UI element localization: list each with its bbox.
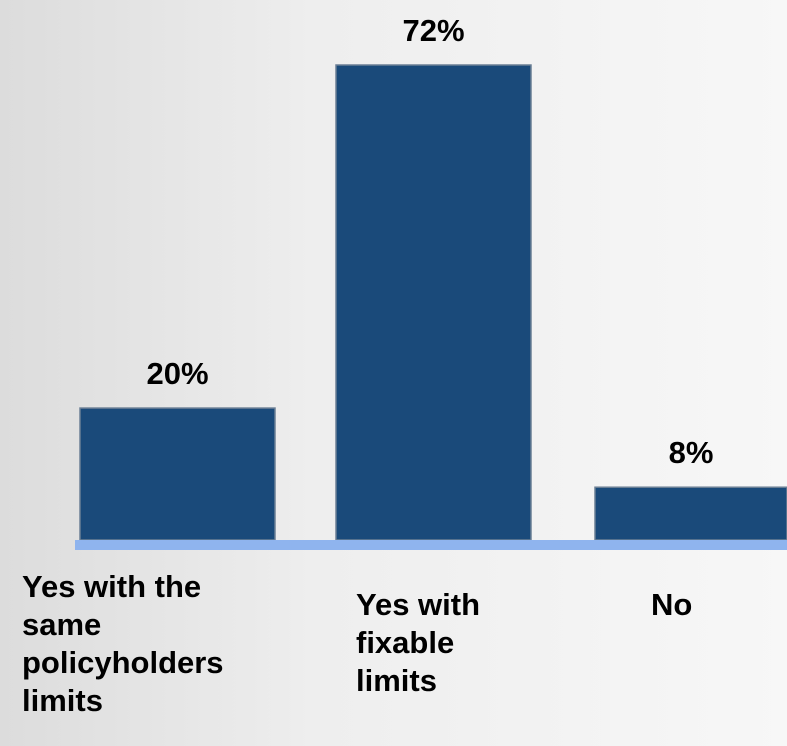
value-label-0: 20% [146,356,208,391]
category-label-0: Yes with the same policyholders limits [22,569,224,718]
bar-2 [594,486,787,541]
bar-0 [79,407,276,541]
x-axis-baseline [75,540,787,550]
value-label-1: 72% [402,13,464,48]
bar-1 [335,64,532,541]
category-label-2: No [651,587,693,622]
value-label-2: 8% [669,435,714,470]
category-label-1: Yes with fixable limits [356,587,481,698]
